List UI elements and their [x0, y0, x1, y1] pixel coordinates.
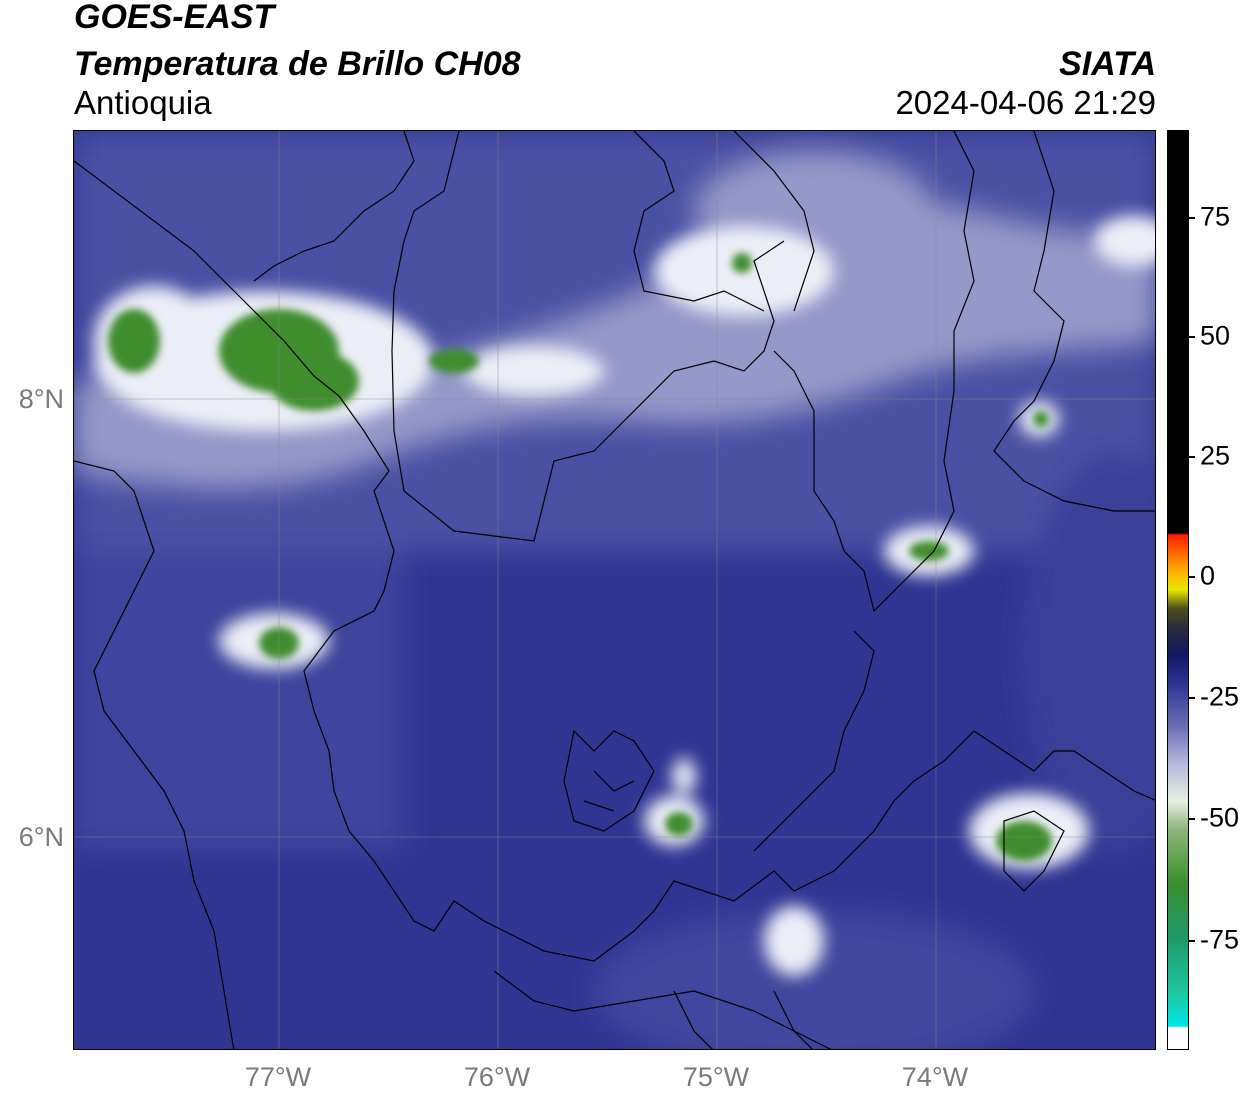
graticule	[74, 131, 1155, 1049]
lon-label-75w: 75°W	[682, 1062, 750, 1092]
agency-label: SIATA	[1059, 45, 1156, 83]
satellite-map[interactable]	[73, 130, 1156, 1050]
colorbar-label: -75	[1200, 924, 1240, 955]
colorbar-label: 75	[1200, 201, 1231, 232]
timestamp-label: 2024-04-06 21:29	[895, 84, 1156, 121]
colorbar-tick	[1189, 217, 1195, 219]
product-title: Temperatura de Brillo CH08	[74, 45, 521, 83]
region-label: Antioquia	[74, 84, 212, 121]
satellite-map-canvas	[74, 131, 1155, 1049]
colorbar-tick	[1189, 697, 1195, 699]
colorbar-label: 50	[1200, 320, 1231, 351]
colorbar-label: 0	[1200, 560, 1216, 591]
colorbar-tick	[1189, 818, 1195, 820]
lon-label-76w: 76°W	[463, 1062, 531, 1092]
lat-label-8n: 8°N	[18, 384, 64, 414]
satellite-title: GOES-EAST	[74, 0, 275, 36]
colorbar-label: -25	[1200, 681, 1240, 712]
colorbar-tick	[1189, 456, 1195, 458]
colorbar-label: 25	[1200, 440, 1231, 471]
colorbar-label: -50	[1200, 802, 1240, 833]
lat-label-6n: 6°N	[18, 822, 64, 852]
colorbar-tick	[1189, 576, 1195, 578]
colorbar-tick	[1189, 940, 1195, 942]
lon-label-77w: 77°W	[244, 1062, 312, 1092]
colorbar	[1167, 130, 1189, 1050]
boundaries	[74, 131, 1155, 1049]
lon-label-74w: 74°W	[901, 1062, 969, 1092]
colorbar-tick	[1189, 336, 1195, 338]
